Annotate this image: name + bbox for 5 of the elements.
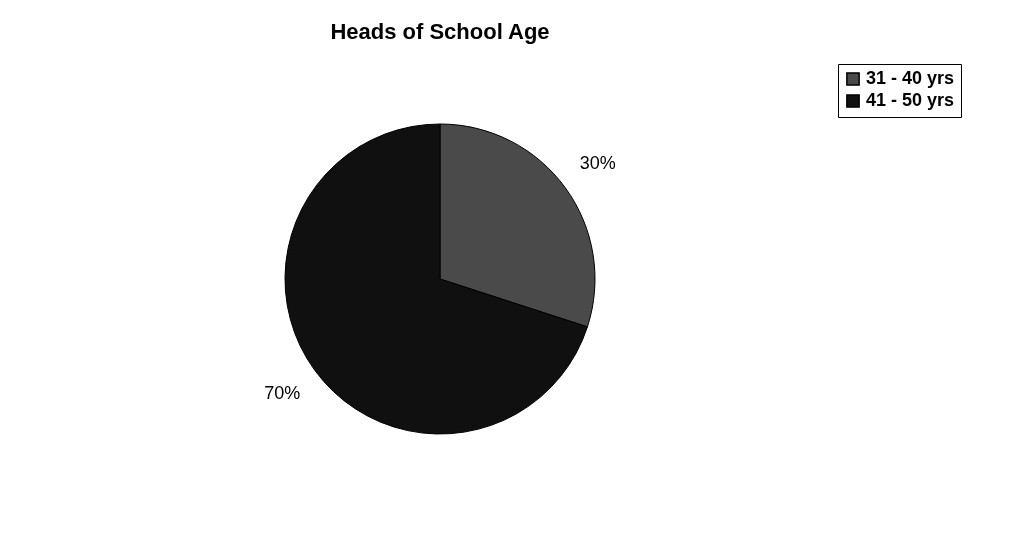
legend-label: 31 - 40 yrs — [866, 68, 955, 88]
data-label: 30% — [579, 153, 616, 174]
chart-title: Heads of School Age — [330, 18, 550, 44]
data-label: 70% — [264, 382, 301, 403]
legend-label: 41 - 50 yrs — [866, 90, 955, 110]
